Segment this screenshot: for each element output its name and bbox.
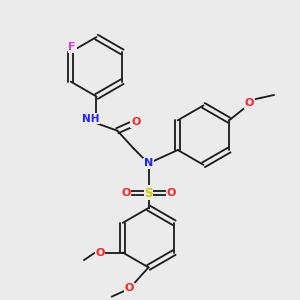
- Text: O: O: [245, 98, 254, 108]
- Text: O: O: [124, 283, 134, 292]
- Text: NH: NH: [82, 114, 99, 124]
- Text: S: S: [144, 187, 153, 200]
- Text: O: O: [122, 188, 131, 198]
- Text: F: F: [68, 43, 76, 52]
- Text: O: O: [166, 188, 176, 198]
- Text: N: N: [144, 158, 153, 168]
- Text: O: O: [131, 117, 140, 128]
- Text: O: O: [95, 248, 105, 257]
